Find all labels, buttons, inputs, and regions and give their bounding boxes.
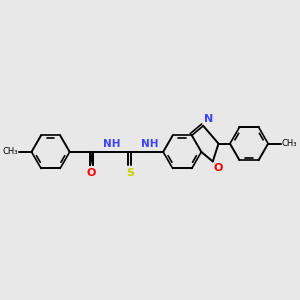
Text: NH: NH [141,139,159,149]
Text: S: S [126,168,134,178]
Text: NH: NH [103,139,120,149]
Text: CH₃: CH₃ [3,147,18,156]
Text: N: N [204,114,213,124]
Text: CH₃: CH₃ [281,139,297,148]
Text: O: O [87,168,96,178]
Text: O: O [214,164,223,173]
